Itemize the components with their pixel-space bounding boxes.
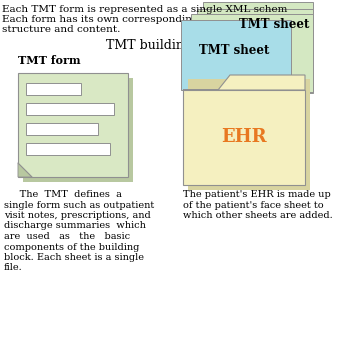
- Text: The  TMT  defines  a: The TMT defines a: [4, 190, 122, 199]
- Text: block. Each sheet is a single: block. Each sheet is a single: [4, 253, 144, 262]
- Text: The patient's EHR is made up: The patient's EHR is made up: [183, 190, 331, 199]
- Text: single form such as outpatient: single form such as outpatient: [4, 201, 154, 209]
- Text: discharge summaries  which: discharge summaries which: [4, 221, 146, 231]
- Bar: [26, 143, 110, 155]
- Text: EHR: EHR: [221, 128, 267, 146]
- Bar: [188, 79, 310, 190]
- Text: TMT sheet: TMT sheet: [199, 44, 269, 58]
- Text: components of the building: components of the building: [4, 243, 140, 251]
- Bar: [183, 90, 305, 185]
- Text: visit notes, prescriptions, and: visit notes, prescriptions, and: [4, 211, 151, 220]
- Bar: [191, 14, 313, 92]
- Bar: [197, 9, 313, 87]
- Text: of the patient's face sheet to: of the patient's face sheet to: [183, 201, 324, 209]
- Text: TMT building blocks: TMT building blocks: [106, 38, 236, 52]
- Bar: [203, 2, 313, 80]
- Bar: [18, 73, 128, 177]
- Bar: [23, 78, 133, 182]
- Bar: [191, 15, 313, 93]
- Text: structure and content.: structure and content.: [2, 25, 120, 34]
- Bar: [26, 103, 114, 115]
- Text: are  used   as   the   basic: are used as the basic: [4, 232, 130, 241]
- Polygon shape: [18, 163, 32, 177]
- Bar: [26, 123, 98, 135]
- Text: TMT form: TMT form: [18, 54, 81, 66]
- Text: Each TMT form is represented as a single XML schem: Each TMT form is represented as a single…: [2, 5, 287, 14]
- Text: which other sheets are added.: which other sheets are added.: [183, 211, 333, 220]
- Text: file.: file.: [4, 263, 23, 273]
- Polygon shape: [183, 75, 305, 90]
- Text: TMT sheet: TMT sheet: [239, 18, 309, 30]
- Bar: [26, 83, 81, 95]
- Bar: [181, 20, 291, 90]
- Text: Each form has its own corresponding schema defining i: Each form has its own corresponding sche…: [2, 15, 294, 24]
